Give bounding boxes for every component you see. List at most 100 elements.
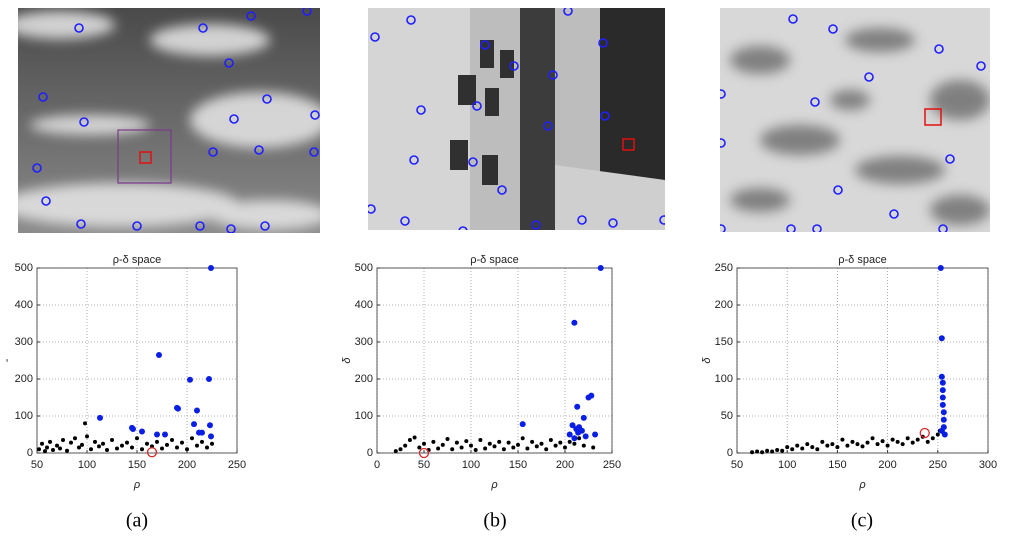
data-point (135, 436, 139, 441)
data-point (125, 440, 129, 445)
data-point (195, 443, 199, 448)
data-point (156, 351, 162, 358)
data-point (210, 441, 214, 446)
y-tick-label: 300 (15, 336, 33, 348)
data-point (191, 421, 197, 428)
data-point (895, 439, 900, 444)
data-point (431, 439, 436, 444)
data-point (588, 392, 595, 399)
panel-label: (c) (851, 510, 873, 532)
y-tick-label: 0 (367, 447, 373, 459)
data-point (162, 431, 168, 438)
data-point (412, 435, 417, 440)
y-tick-label: 500 (355, 262, 373, 274)
y-tick-label: 200 (355, 373, 373, 385)
data-point (83, 421, 87, 426)
data-point (553, 443, 558, 448)
data-point (85, 434, 89, 439)
data-point (154, 431, 160, 438)
data-point (870, 436, 875, 441)
axes-box (376, 267, 613, 454)
y-tick-label: 200 (15, 373, 33, 385)
data-point (440, 442, 445, 447)
data-point (597, 265, 604, 271)
data-point (175, 405, 181, 412)
data-point (487, 441, 492, 446)
data-point (800, 446, 805, 451)
data-point (43, 449, 47, 454)
y-tick-label: 500 (15, 262, 33, 274)
data-point (770, 449, 775, 454)
data-point (469, 443, 473, 448)
x-tick-label: 150 (128, 459, 146, 471)
data-point (591, 445, 596, 450)
data-point (207, 422, 213, 429)
data-point (845, 443, 850, 448)
y-tick-label: 100 (715, 373, 733, 385)
x-tick-label: 200 (178, 459, 196, 471)
plot-area (737, 268, 988, 453)
data-point (51, 448, 55, 453)
data-point (208, 265, 214, 271)
data-point (483, 446, 488, 451)
axes-box (36, 267, 238, 454)
x-axis-label: ρ (858, 479, 865, 491)
data-point (165, 442, 169, 447)
y-axis-label: δ (341, 357, 353, 364)
x-tick-label: 50 (418, 459, 430, 471)
data-point (941, 431, 948, 438)
data-point (418, 447, 430, 459)
data-point (97, 414, 103, 421)
data-point (940, 416, 947, 423)
chart-title: ρ-δ space (470, 254, 518, 266)
data-point (581, 443, 586, 448)
y-tick-label: 0 (727, 447, 733, 459)
data-point (815, 447, 820, 452)
data-point (464, 439, 469, 444)
data-point (454, 440, 459, 445)
photo-c (720, 8, 990, 232)
data-point (850, 439, 855, 444)
data-point (37, 447, 41, 452)
x-tick-label: 250 (929, 459, 947, 471)
data-point (492, 444, 497, 449)
data-point (939, 387, 946, 394)
data-point (170, 438, 174, 443)
data-point (558, 440, 563, 445)
data-point (592, 431, 599, 438)
panel-label: (a) (126, 510, 148, 532)
data-point (45, 445, 49, 450)
data-point (187, 376, 193, 383)
data-point (939, 401, 946, 408)
data-point (208, 433, 214, 440)
data-point (80, 442, 84, 447)
data-point (473, 448, 478, 453)
x-tick-label: 100 (462, 459, 480, 471)
data-point (450, 447, 455, 452)
data-point (130, 445, 134, 450)
data-point (506, 440, 511, 445)
data-point (825, 443, 830, 448)
y-tick-label: 200 (715, 299, 733, 311)
data-point (519, 421, 526, 428)
y-axis-label: - (1, 358, 13, 362)
data-point (810, 445, 815, 450)
data-point (398, 447, 403, 452)
x-tick-label: 250 (228, 459, 246, 471)
data-point (820, 439, 825, 444)
y-tick-label: 300 (355, 336, 373, 348)
data-point (795, 443, 800, 448)
data-point (61, 438, 65, 443)
x-tick-label: 100 (778, 459, 796, 471)
data-point (422, 441, 426, 446)
data-point (563, 445, 567, 450)
data-point (572, 441, 577, 446)
data-point (145, 441, 149, 446)
x-tick-label: 250 (603, 459, 621, 471)
data-point (73, 436, 77, 441)
x-tick-label: 200 (556, 459, 574, 471)
y-tick-label: 50 (721, 410, 733, 422)
data-point (780, 448, 785, 453)
data-point (445, 436, 450, 441)
data-point (575, 429, 582, 436)
